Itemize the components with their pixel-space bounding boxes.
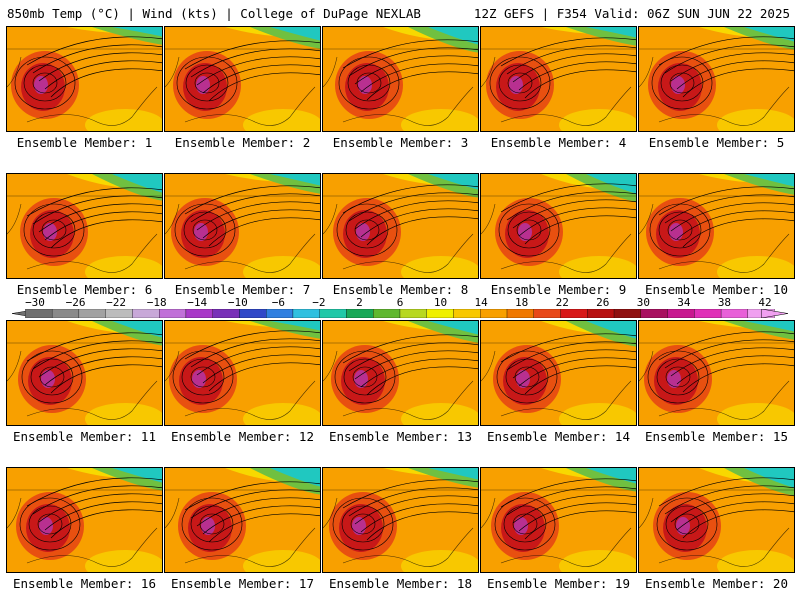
ensemble-map-panel xyxy=(164,467,321,573)
ensemble-map-panel xyxy=(322,467,479,573)
ensemble-member-label: Ensemble Member: 20 xyxy=(645,576,788,591)
ensemble-member-label: Ensemble Member: 11 xyxy=(13,429,156,444)
ensemble-member-label: Ensemble Member: 14 xyxy=(487,429,630,444)
colorbar-tick-label: −14 xyxy=(187,296,208,309)
colorbar-tick-label: −10 xyxy=(227,296,248,309)
colorbar-tick-label: −18 xyxy=(146,296,167,309)
ensemble-map-panel xyxy=(322,26,479,132)
temperature-field-map xyxy=(481,468,636,572)
temperature-field-map xyxy=(7,468,162,572)
ensemble-map-panel xyxy=(480,467,637,573)
ensemble-member-label: Ensemble Member: 18 xyxy=(329,576,472,591)
colorbar-tick-label: 34 xyxy=(677,296,691,309)
ensemble-member-label: Ensemble Member: 12 xyxy=(171,429,314,444)
temperature-field-map xyxy=(481,321,636,425)
colorbar-tick-label: 10 xyxy=(433,296,448,309)
temperature-field-map xyxy=(323,174,478,278)
colorbar-tick-label: 14 xyxy=(474,296,488,309)
colorbar-tick-label: −22 xyxy=(106,296,127,309)
ensemble-map-panel xyxy=(6,467,163,573)
colorbar-tick-label: 22 xyxy=(555,296,569,309)
ensemble-map-panel xyxy=(638,467,795,573)
ensemble-map-panel xyxy=(480,173,637,279)
temperature-field-map xyxy=(481,174,636,278)
colorbar-tick-label: 2 xyxy=(356,296,363,309)
ensemble-map-panel xyxy=(638,320,795,426)
ensemble-map-panel xyxy=(322,173,479,279)
ensemble-member-label: Ensemble Member: 10 xyxy=(645,282,788,297)
colorbar-tick-label: −2 xyxy=(312,296,326,309)
temperature-field-map xyxy=(639,321,794,425)
ensemble-member-label: Ensemble Member: 16 xyxy=(13,576,156,591)
map-title: 850mb Temp (°C) | Wind (kts) | College o… xyxy=(7,6,421,21)
ensemble-map-panel xyxy=(164,320,321,426)
ensemble-member-label: Ensemble Member: 5 xyxy=(648,135,785,150)
temperature-colorbar xyxy=(12,309,788,318)
ensemble-member-label: Ensemble Member: 4 xyxy=(490,135,627,150)
temperature-field-map xyxy=(323,468,478,572)
temperature-field-map xyxy=(165,468,320,572)
temperature-field-map xyxy=(481,27,636,131)
ensemble-map-panel xyxy=(322,320,479,426)
colorbar-tick-label: −6 xyxy=(271,296,285,309)
temperature-field-map xyxy=(165,174,320,278)
ensemble-map-panel xyxy=(6,320,163,426)
temperature-field-map xyxy=(639,27,794,131)
ensemble-member-label: Ensemble Member: 9 xyxy=(490,282,627,297)
ensemble-member-label: Ensemble Member: 17 xyxy=(171,576,314,591)
ensemble-member-label: Ensemble Member: 8 xyxy=(332,282,469,297)
ensemble-map-panel xyxy=(480,320,637,426)
ensemble-member-label: Ensemble Member: 6 xyxy=(16,282,153,297)
temperature-field-map xyxy=(165,321,320,425)
ensemble-map-panel xyxy=(638,26,795,132)
colorbar-tick-label: 18 xyxy=(515,296,529,309)
ensemble-member-label: Ensemble Member: 7 xyxy=(174,282,311,297)
temperature-field-map xyxy=(323,27,478,131)
ensemble-member-label: Ensemble Member: 13 xyxy=(329,429,472,444)
colorbar-tick-label: 38 xyxy=(717,296,732,309)
colorbar-tick-label: −30 xyxy=(25,296,45,309)
colorbar-tick-label: 6 xyxy=(396,296,404,309)
temperature-field-map xyxy=(165,27,320,131)
ensemble-member-label: Ensemble Member: 2 xyxy=(174,135,311,150)
ensemble-member-label: Ensemble Member: 1 xyxy=(16,135,153,150)
temperature-field-map xyxy=(639,468,794,572)
colorbar-tick-label: −26 xyxy=(65,296,86,309)
temperature-field-map xyxy=(7,321,162,425)
model-valid-time: 12Z GEFS | F354 Valid: 06Z SUN JUN 22 20… xyxy=(473,6,790,21)
temperature-field-map xyxy=(7,27,162,131)
ensemble-member-label: Ensemble Member: 15 xyxy=(645,429,788,444)
ensemble-map-panel xyxy=(164,26,321,132)
ensemble-map-panel xyxy=(164,173,321,279)
temperature-field-map xyxy=(639,174,794,278)
ensemble-map-panel xyxy=(638,173,795,279)
colorbar-tick-label: 42 xyxy=(758,296,772,309)
colorbar-tick-label: 30 xyxy=(636,296,650,309)
ensemble-member-label: Ensemble Member: 19 xyxy=(487,576,630,591)
ensemble-map-panel xyxy=(6,173,163,279)
ensemble-map-panel xyxy=(6,26,163,132)
temperature-field-map xyxy=(7,174,162,278)
ensemble-member-label: Ensemble Member: 3 xyxy=(332,135,469,150)
colorbar-tick-label: 26 xyxy=(596,296,610,309)
temperature-field-map xyxy=(323,321,478,425)
ensemble-map-panel xyxy=(480,26,637,132)
